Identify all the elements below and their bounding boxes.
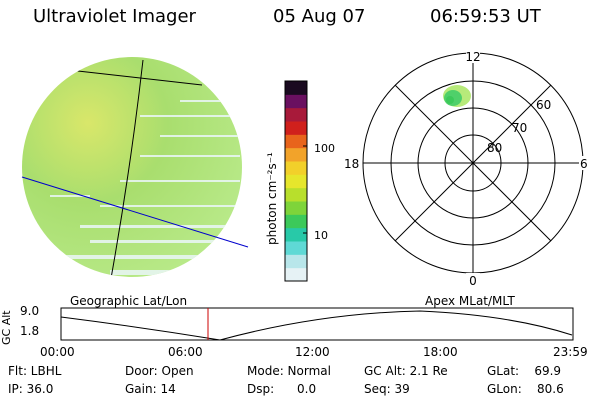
status-dsp: Dsp: 0.0 [247,382,317,396]
colorbar-segment [285,81,307,95]
earth-disk [22,57,242,277]
longitude-line [107,59,144,277]
colorbar-segment [285,187,307,202]
colorbar-segment [285,214,307,229]
colorbar-segment [285,174,307,189]
colorbar-segment [285,254,307,269]
geographic-label: Geographic Lat/Lon [70,294,188,308]
apex-label: Apex MLat/MLT [425,294,515,308]
time-tick-1200: 12:00 [295,345,330,359]
altitude-ytick-max: 9.0 [20,304,40,318]
colorbar-tick-10: 10 [314,229,328,242]
time-label: 06:59:53 UT [430,6,541,27]
status-gc-alt: GC Alt: 2.1 Re [364,364,448,378]
time-tick-0000: 00:00 [40,345,75,359]
altitude-curve [60,310,573,341]
status-seq: Seq: 39 [364,382,410,396]
status-door: Door: Open [125,364,194,378]
mlt-label-18: 18 [344,157,359,171]
status-ip: IP: 36.0 [8,382,54,396]
colorbar-segment [285,227,307,242]
instrument-title: Ultraviolet Imager [33,6,196,27]
earth-image-panel [21,57,249,277]
terminator-line [21,176,249,248]
time-tick-0600: 06:00 [168,345,203,359]
mlt-label-12: 12 [465,50,480,64]
colorbar-frame [284,80,308,282]
colorbar-segment [285,94,307,109]
status-filter: Flt: LBHL [8,364,62,378]
colorbar-segment [285,201,307,215]
status-glon: GLon: 80.6 [487,382,564,396]
altitude-plot [60,307,574,341]
polar-plot: 12 18 6 0 60 70 80 [342,50,591,288]
colorbar-segment [285,161,307,175]
mlt-label-6: 6 [580,157,588,171]
colorbar-segment [285,107,307,122]
colorbar [284,80,308,282]
time-tick-1800: 18:00 [423,345,458,359]
altitude-plot-frame [60,307,574,341]
colorbar-segment [285,121,307,135]
status-mode: Mode: Normal [247,364,331,378]
colorbar-segment [285,267,307,282]
status-gain: Gain: 14 [125,382,176,396]
status-glat: GLat: 69.9 [487,364,562,378]
colorbar-segment [285,241,307,255]
colorbar-tick-100: 100 [314,142,335,155]
auroral-blob [443,85,471,107]
mlt-label-0: 0 [469,274,477,288]
polar-diagonal-2 [394,84,552,242]
altitude-ytick-min: 1.8 [20,324,40,338]
mlat-label-70: 70 [512,121,527,135]
colorbar-segment [285,134,307,149]
time-tick-2359: 23:59 [553,345,588,359]
mlat-label-60: 60 [536,98,551,112]
latitude-line [59,68,203,86]
colorbar-segment [285,147,307,162]
mlat-label-80: 80 [487,141,502,155]
altitude-ylabel: GC Alt [0,310,13,345]
colorbar-unit-label: photon cm⁻²s⁻¹ [265,152,279,245]
date-label: 05 Aug 07 [273,6,366,27]
